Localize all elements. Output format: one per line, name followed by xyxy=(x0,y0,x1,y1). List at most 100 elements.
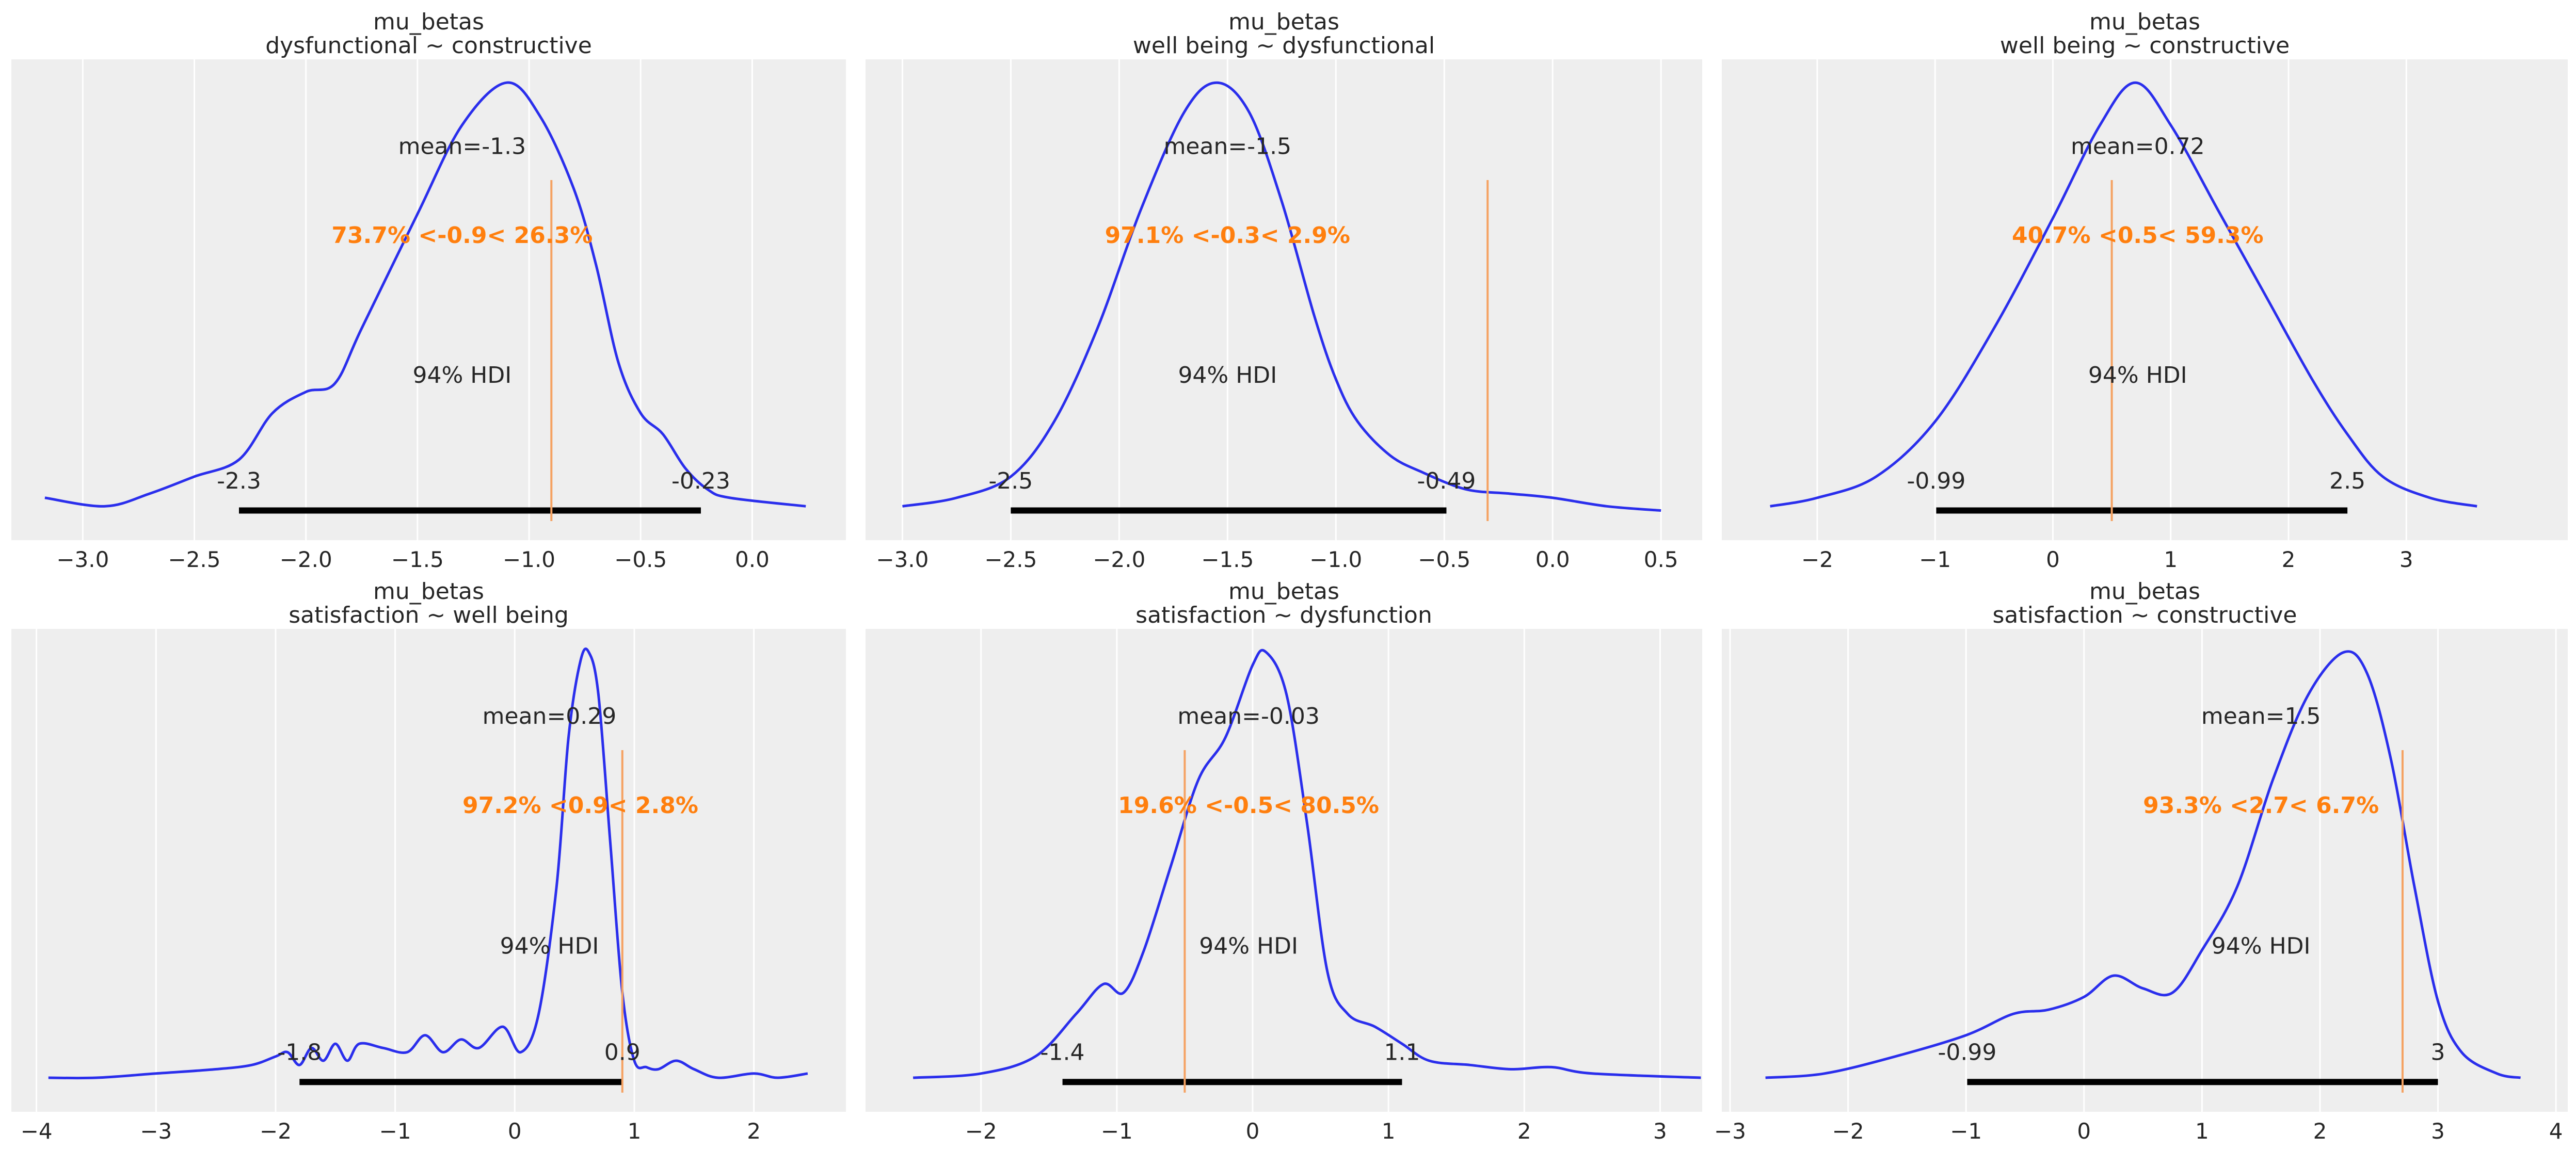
x-tick-label: −3.0 xyxy=(876,547,929,572)
hdi-lower-label: -1.4 xyxy=(1041,1040,1085,1066)
hdi-label: 94% HDI xyxy=(1199,933,1298,959)
x-tick-label: −3 xyxy=(140,1118,172,1144)
x-tick-label: 0.0 xyxy=(1535,547,1570,572)
x-tick-label: 0 xyxy=(2077,1118,2091,1144)
subplot-subtitle: dysfunctional ~ constructive xyxy=(265,33,592,59)
density-curve xyxy=(48,647,808,1080)
x-tick-label: 1 xyxy=(628,1118,642,1144)
x-tick-label: −1 xyxy=(379,1118,411,1144)
x-tick-label: 0.5 xyxy=(1644,547,1678,572)
hdi-lower-label: -1.8 xyxy=(277,1040,322,1066)
hdi-upper-label: 1.1 xyxy=(1384,1040,1420,1066)
x-tick-label: −3.0 xyxy=(56,547,109,572)
x-tick-label: 2 xyxy=(2282,547,2296,572)
x-tick-label: −0.5 xyxy=(614,547,667,572)
x-tick-label: −1.5 xyxy=(1201,547,1254,572)
plot-area xyxy=(11,629,846,1112)
plot-area xyxy=(866,59,1702,540)
reference-label: 19.6% <-0.5< 80.5% xyxy=(1118,792,1379,819)
x-tick-label: −1 xyxy=(1101,1118,1133,1144)
subplot-subtitle: well being ~ constructive xyxy=(2000,33,2290,59)
subplot-subtitle: satisfaction ~ constructive xyxy=(1993,602,2297,628)
subplot-title: mu_betas xyxy=(2089,578,2200,605)
x-tick-label: 0 xyxy=(1246,1118,1260,1144)
x-tick-label: 0 xyxy=(508,1118,522,1144)
mean-label: mean=-0.03 xyxy=(1177,703,1320,729)
hdi-label: 94% HDI xyxy=(412,362,511,388)
hdi-lower-label: -0.99 xyxy=(1907,468,1966,494)
x-tick-label: 3 xyxy=(2431,1118,2445,1144)
plot-area xyxy=(11,59,846,540)
subplot-subtitle: well being ~ dysfunctional xyxy=(1133,33,1435,59)
plot-area xyxy=(866,629,1702,1112)
x-tick-label: −2 xyxy=(1832,1118,1864,1144)
x-tick-label: −2 xyxy=(965,1118,997,1144)
reference-label: 97.1% <-0.3< 2.9% xyxy=(1105,222,1350,249)
x-tick-label: −4 xyxy=(21,1118,53,1144)
hdi-upper-label: -0.23 xyxy=(671,468,730,494)
reference-label: 93.3% <2.7< 6.7% xyxy=(2143,792,2379,819)
subplot-subtitle: satisfaction ~ dysfunction xyxy=(1135,602,1432,628)
hdi-upper-label: -0.49 xyxy=(1417,468,1476,494)
hdi-lower-label: -2.5 xyxy=(988,468,1033,494)
x-tick-label: −1.0 xyxy=(503,547,555,572)
hdi-lower-label: -0.99 xyxy=(1938,1040,1997,1066)
hdi-label: 94% HDI xyxy=(2212,933,2311,959)
mean-label: mean=0.72 xyxy=(2071,133,2205,159)
density-curve xyxy=(913,649,1701,1079)
mean-label: mean=0.29 xyxy=(483,703,617,729)
subplot-title: mu_betas xyxy=(1228,9,1339,35)
x-tick-label: −0.5 xyxy=(1418,547,1470,572)
x-tick-label: −1 xyxy=(1950,1118,1982,1144)
plot-area xyxy=(1722,629,2568,1112)
mean-label: mean=-1.5 xyxy=(1164,133,1292,159)
subplot-title: mu_betas xyxy=(373,578,484,605)
x-tick-label: 4 xyxy=(2549,1118,2563,1144)
x-tick-label: 1 xyxy=(1382,1118,1396,1144)
hdi-upper-label: 3 xyxy=(2431,1040,2445,1066)
hdi-label: 94% HDI xyxy=(500,933,599,959)
mean-label: mean=-1.3 xyxy=(398,133,526,159)
density-curve xyxy=(1770,81,2477,508)
x-tick-label: 2 xyxy=(747,1118,761,1144)
x-tick-label: 2 xyxy=(2313,1118,2327,1144)
subplot-title: mu_betas xyxy=(373,9,484,35)
x-tick-label: 3 xyxy=(2399,547,2413,572)
hdi-label: 94% HDI xyxy=(2088,362,2187,388)
x-tick-label: 2 xyxy=(1517,1118,1531,1144)
hdi-upper-label: 0.9 xyxy=(604,1040,641,1066)
reference-label: 97.2% <0.9< 2.8% xyxy=(462,792,698,819)
x-tick-label: 0.0 xyxy=(735,547,770,572)
x-tick-label: 0 xyxy=(2046,547,2060,572)
hdi-lower-label: -2.3 xyxy=(217,468,261,494)
reference-label: 40.7% <0.5< 59.3% xyxy=(2012,222,2264,249)
x-tick-label: −2 xyxy=(1801,547,1833,572)
x-tick-label: −1.5 xyxy=(391,547,444,572)
density-curve xyxy=(44,81,806,508)
hdi-upper-label: 2.5 xyxy=(2329,468,2365,494)
subplot-title: mu_betas xyxy=(1228,578,1339,605)
x-tick-label: −2.5 xyxy=(984,547,1037,572)
x-tick-label: −2.0 xyxy=(1093,547,1145,572)
x-tick-label: −3 xyxy=(1714,1118,1746,1144)
x-tick-label: 1 xyxy=(2164,547,2178,572)
subplot-title: mu_betas xyxy=(2089,9,2200,35)
subplot-subtitle: satisfaction ~ well being xyxy=(289,602,569,628)
x-tick-label: −1.0 xyxy=(1309,547,1362,572)
density-curve xyxy=(1765,650,2521,1079)
x-tick-label: −2.0 xyxy=(280,547,332,572)
reference-label: 73.7% <-0.9< 26.3% xyxy=(331,222,593,249)
x-tick-label: 1 xyxy=(2195,1118,2209,1144)
density-curve xyxy=(902,81,1661,512)
x-tick-label: −1 xyxy=(1919,547,1951,572)
plot-area xyxy=(1722,59,2568,540)
x-tick-label: −2.5 xyxy=(168,547,221,572)
x-tick-label: 3 xyxy=(1653,1118,1667,1144)
